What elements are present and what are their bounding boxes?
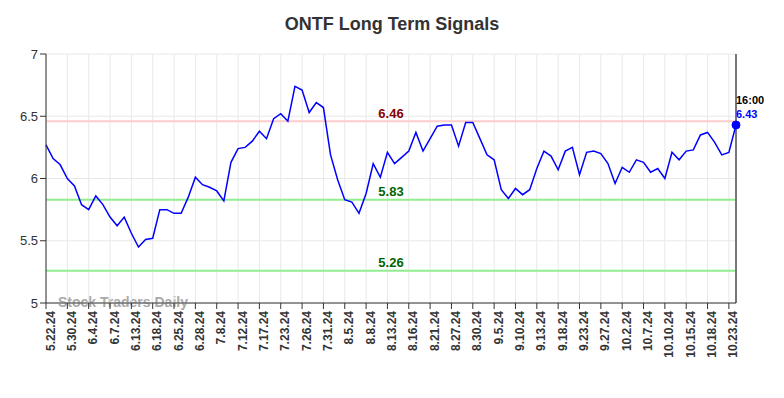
svg-text:16:00: 16:00: [736, 94, 764, 106]
svg-text:7.17.24: 7.17.24: [257, 311, 271, 351]
svg-text:10.10.24: 10.10.24: [662, 311, 676, 358]
svg-text:6.5: 6.5: [20, 109, 38, 124]
svg-text:10.2.24: 10.2.24: [620, 311, 634, 351]
svg-text:6: 6: [31, 171, 38, 186]
svg-text:7.12.24: 7.12.24: [236, 311, 250, 351]
svg-text:8.8.24: 8.8.24: [364, 311, 378, 345]
svg-text:9.27.24: 9.27.24: [598, 311, 612, 351]
svg-text:8.13.24: 8.13.24: [385, 311, 399, 351]
svg-text:7.23.24: 7.23.24: [278, 311, 292, 351]
svg-text:9.10.24: 9.10.24: [513, 311, 527, 351]
svg-text:8.21.24: 8.21.24: [428, 311, 442, 351]
svg-text:8.16.24: 8.16.24: [406, 311, 420, 351]
svg-text:6.46: 6.46: [378, 106, 403, 121]
svg-text:9.13.24: 9.13.24: [534, 311, 548, 351]
svg-text:7: 7: [31, 47, 38, 62]
svg-text:6.28.24: 6.28.24: [193, 311, 207, 351]
svg-text:8.30.24: 8.30.24: [470, 311, 484, 351]
svg-text:6.43: 6.43: [736, 108, 757, 120]
svg-text:5.26: 5.26: [378, 255, 403, 270]
svg-text:6.25.24: 6.25.24: [172, 311, 186, 351]
svg-text:9.5.24: 9.5.24: [492, 311, 506, 345]
svg-text:10.15.24: 10.15.24: [684, 311, 698, 358]
svg-text:7.26.24: 7.26.24: [300, 311, 314, 351]
svg-text:10.18.24: 10.18.24: [705, 311, 719, 358]
svg-text:5.30.24: 5.30.24: [65, 311, 79, 351]
svg-text:7.31.24: 7.31.24: [321, 311, 335, 351]
svg-text:10.7.24: 10.7.24: [641, 311, 655, 351]
svg-text:6.7.24: 6.7.24: [108, 311, 122, 345]
svg-text:8.27.24: 8.27.24: [449, 311, 463, 351]
svg-text:9.23.24: 9.23.24: [577, 311, 591, 351]
svg-text:8.5.24: 8.5.24: [342, 311, 356, 345]
svg-text:5.83: 5.83: [378, 184, 403, 199]
html-text:Stock Traders Daily: Stock Traders Daily: [58, 294, 188, 310]
svg-text:6.4.24: 6.4.24: [86, 311, 100, 345]
svg-text:5: 5: [31, 296, 38, 311]
svg-text:9.18.24: 9.18.24: [556, 311, 570, 351]
svg-text:7.8.24: 7.8.24: [214, 311, 228, 345]
svg-text:5.22.24: 5.22.24: [44, 311, 58, 351]
html-text:ONTF Long Term Signals: ONTF Long Term Signals: [284, 14, 500, 34]
svg-text:5.5: 5.5: [20, 233, 38, 248]
svg-text:10.23.24: 10.23.24: [726, 311, 740, 358]
svg-text:6.13.24: 6.13.24: [129, 311, 143, 351]
svg-text:6.18.24: 6.18.24: [150, 311, 164, 351]
